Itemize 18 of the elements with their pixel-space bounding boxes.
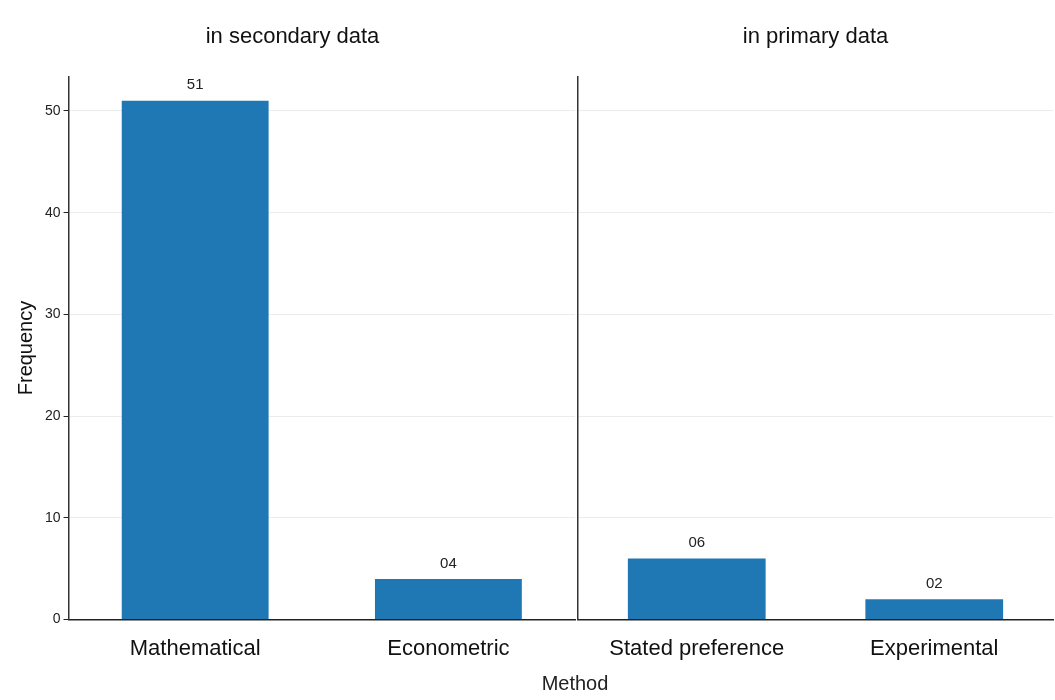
x-tick-label: Stated preference [609,634,785,660]
y-tick-label: 20 [44,407,61,424]
y-tick-label: 40 [44,203,61,220]
data-label: 04 [440,553,457,571]
data-label: 06 [688,533,706,551]
y-tick-label: 50 [44,101,61,118]
x-tick-label: Experimental [870,634,999,660]
y-tick-label: 30 [44,305,61,322]
x-tick-label: Mathematical [129,634,261,660]
chart-title: in secondary data [205,23,381,49]
x-tick-label: Econometric [387,634,510,660]
y-tick-label: 0 [52,610,61,627]
x-axis-title: Method [540,672,610,695]
chart-title: in primary data [742,23,890,49]
y-tick-label: 10 [44,508,61,525]
data-label: 02 [925,573,943,591]
y-axis-title: Frequency [13,300,36,396]
data-label: 51 [186,75,204,93]
